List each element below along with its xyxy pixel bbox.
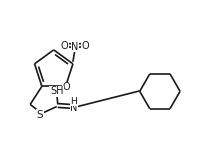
Text: O: O (63, 82, 70, 92)
Text: O: O (81, 41, 89, 51)
Text: SH: SH (50, 86, 63, 96)
Text: S: S (36, 110, 43, 120)
Text: H: H (70, 97, 77, 106)
Text: N: N (70, 103, 77, 113)
Text: N: N (71, 42, 78, 52)
Text: O: O (60, 41, 68, 51)
